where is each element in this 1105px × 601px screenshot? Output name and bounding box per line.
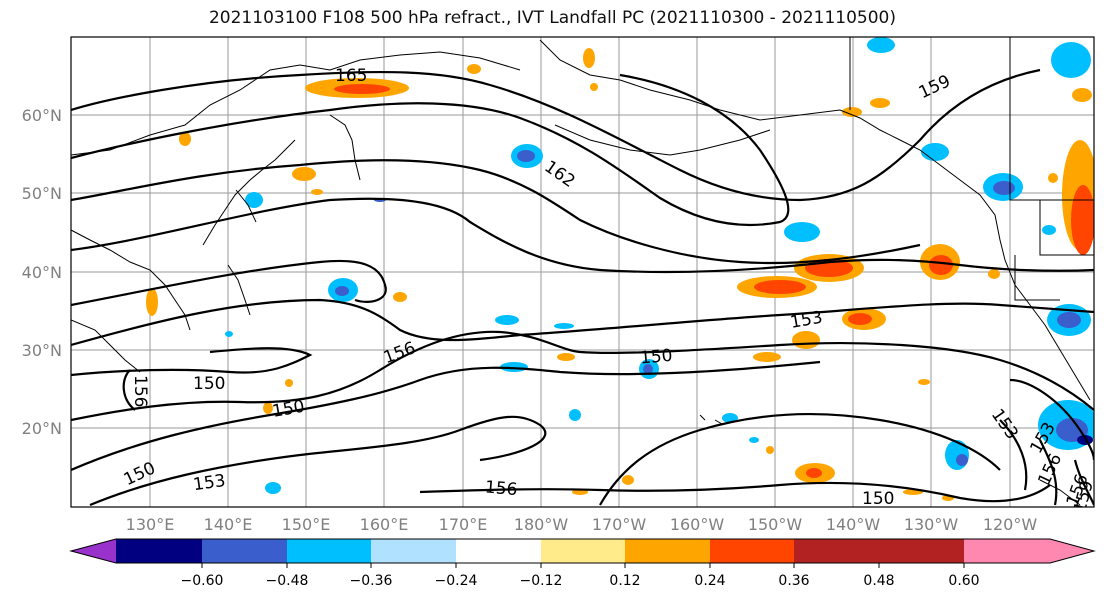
lat-label: 60°N: [22, 106, 62, 125]
contour-label: 165: [335, 66, 367, 86]
map-frame: [70, 36, 1095, 508]
lat-label: 40°N: [22, 263, 62, 282]
lon-label: 150°W: [748, 515, 803, 534]
lat-label: 20°N: [22, 419, 62, 438]
lat-label: 30°N: [22, 341, 62, 360]
map-title: 2021103100 F108 500 hPa refract., IVT La…: [208, 8, 896, 28]
gridlines: [71, 37, 1094, 507]
colorbar-swatch: [371, 539, 456, 563]
colorbar-swatch: [202, 539, 287, 563]
lon-label: 170°E: [439, 515, 488, 534]
contour-label: 156: [130, 375, 150, 407]
longitude-labels: 130°E 140°E 150°E 160°E 170°E 180°W 170°…: [126, 515, 1038, 534]
contour-label: 159: [1070, 478, 1098, 515]
contour-label: 150: [193, 374, 225, 394]
lon-label: 120°W: [983, 515, 1038, 534]
colorbar-swatch: [879, 539, 964, 563]
colorbar-swatch: [794, 539, 879, 563]
contour-label: 153: [192, 471, 227, 495]
colorbar: −0.60 −0.48 −0.36 −0.24 −0.12 0.12 0.24 …: [69, 538, 1096, 589]
colorbar-tick-label: −0.60: [181, 573, 224, 589]
colorbar-tick-label: 0.24: [694, 573, 725, 589]
colorbar-swatch: [116, 539, 202, 563]
lon-label: 160°E: [360, 515, 409, 534]
lat-label: 50°N: [22, 184, 62, 203]
latitude-labels: 60°N 50°N 40°N 30°N 20°N: [22, 106, 62, 438]
colorbar-ticks: [201, 563, 965, 568]
colorbar-tick-label: −0.24: [435, 573, 478, 589]
cool-anomaly-shading: [225, 37, 1094, 494]
colorbar-tick-label: −0.36: [350, 573, 393, 589]
lon-label: 140°W: [826, 515, 881, 534]
colorbar-tick-label: −0.12: [520, 573, 563, 589]
lon-label: 170°W: [592, 515, 647, 534]
contour-label: 156: [484, 477, 518, 500]
contour-label: 150: [862, 489, 894, 509]
colorbar-swatch: [710, 539, 794, 563]
colorbar-extend-high: [964, 539, 1094, 563]
colorbar-swatch: [625, 539, 710, 563]
colorbar-tick-label: 0.60: [948, 573, 979, 589]
lon-label: 150°E: [282, 515, 331, 534]
lon-label: 130°W: [904, 515, 959, 534]
colorbar-swatch: [287, 539, 371, 563]
colorbar-tick-label: 0.48: [863, 573, 894, 589]
lon-label: 130°E: [126, 515, 175, 534]
colorbar-swatch: [541, 539, 625, 563]
lon-label: 140°E: [204, 515, 253, 534]
colorbar-tick-label: 0.12: [609, 573, 640, 589]
colorbar-extend-low: [71, 539, 116, 563]
lon-label: 160°W: [670, 515, 725, 534]
colorbar-tick-label: 0.36: [778, 573, 809, 589]
lon-label: 180°W: [514, 515, 569, 534]
refractivity-contours: [71, 68, 1094, 507]
colorbar-swatch: [456, 539, 541, 563]
contour-label: 150: [639, 346, 673, 369]
colorbar-tick-label: −0.48: [266, 573, 309, 589]
